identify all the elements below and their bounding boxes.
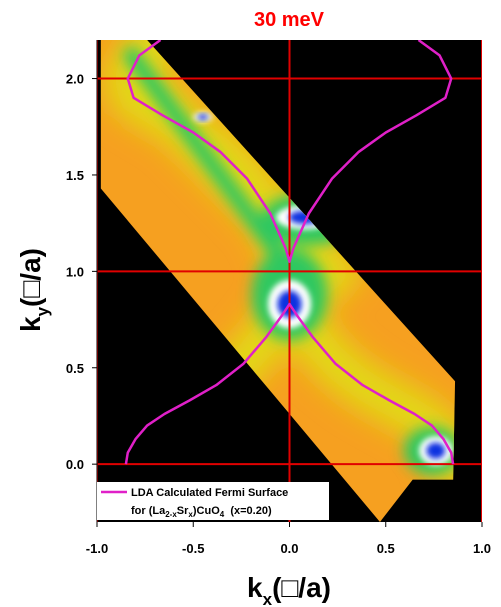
x-axis-ticks: -1.0 -0.5 0.0 0.5 1.0 (86, 522, 491, 556)
x-tick-label: 0.0 (280, 541, 298, 556)
y-tick-label: 1.0 (66, 264, 84, 279)
fermi-surface-curves (124, 40, 455, 465)
x-tick-label: -1.0 (86, 541, 108, 556)
y-tick-label: 0.0 (66, 457, 84, 472)
x-tick-label: -0.5 (182, 541, 204, 556)
legend-box (97, 482, 329, 520)
legend-series-detail: for (La2-xSrx)CuO4 (x=0.20) (131, 505, 272, 519)
fermi-curve-1 (126, 40, 453, 263)
x-axis-label: kx(□/a) (247, 572, 331, 607)
y-axis-label: ky(□/a) (15, 248, 52, 332)
y-tick-label: 0.5 (66, 361, 84, 376)
y-tick-label: 2.0 (66, 72, 84, 87)
x-tick-label: 0.5 (377, 541, 395, 556)
grid-lines (97, 40, 482, 522)
y-tick-label: 1.5 (66, 168, 84, 183)
legend: LDA Calculated Fermi Surface for (La2-xS… (97, 482, 329, 520)
legend-series-name: LDA Calculated Fermi Surface (131, 487, 288, 499)
fermi-curve-0 (124, 302, 455, 465)
x-tick-label: 1.0 (473, 541, 491, 556)
map-hot-spot-4 (193, 112, 213, 122)
map-hot-spot-3 (418, 436, 453, 466)
chart-title: 30 meV (254, 9, 325, 31)
map-green-band (123, 47, 288, 264)
y-axis-ticks: 0.0 0.5 1.0 1.5 2.0 (66, 72, 97, 472)
